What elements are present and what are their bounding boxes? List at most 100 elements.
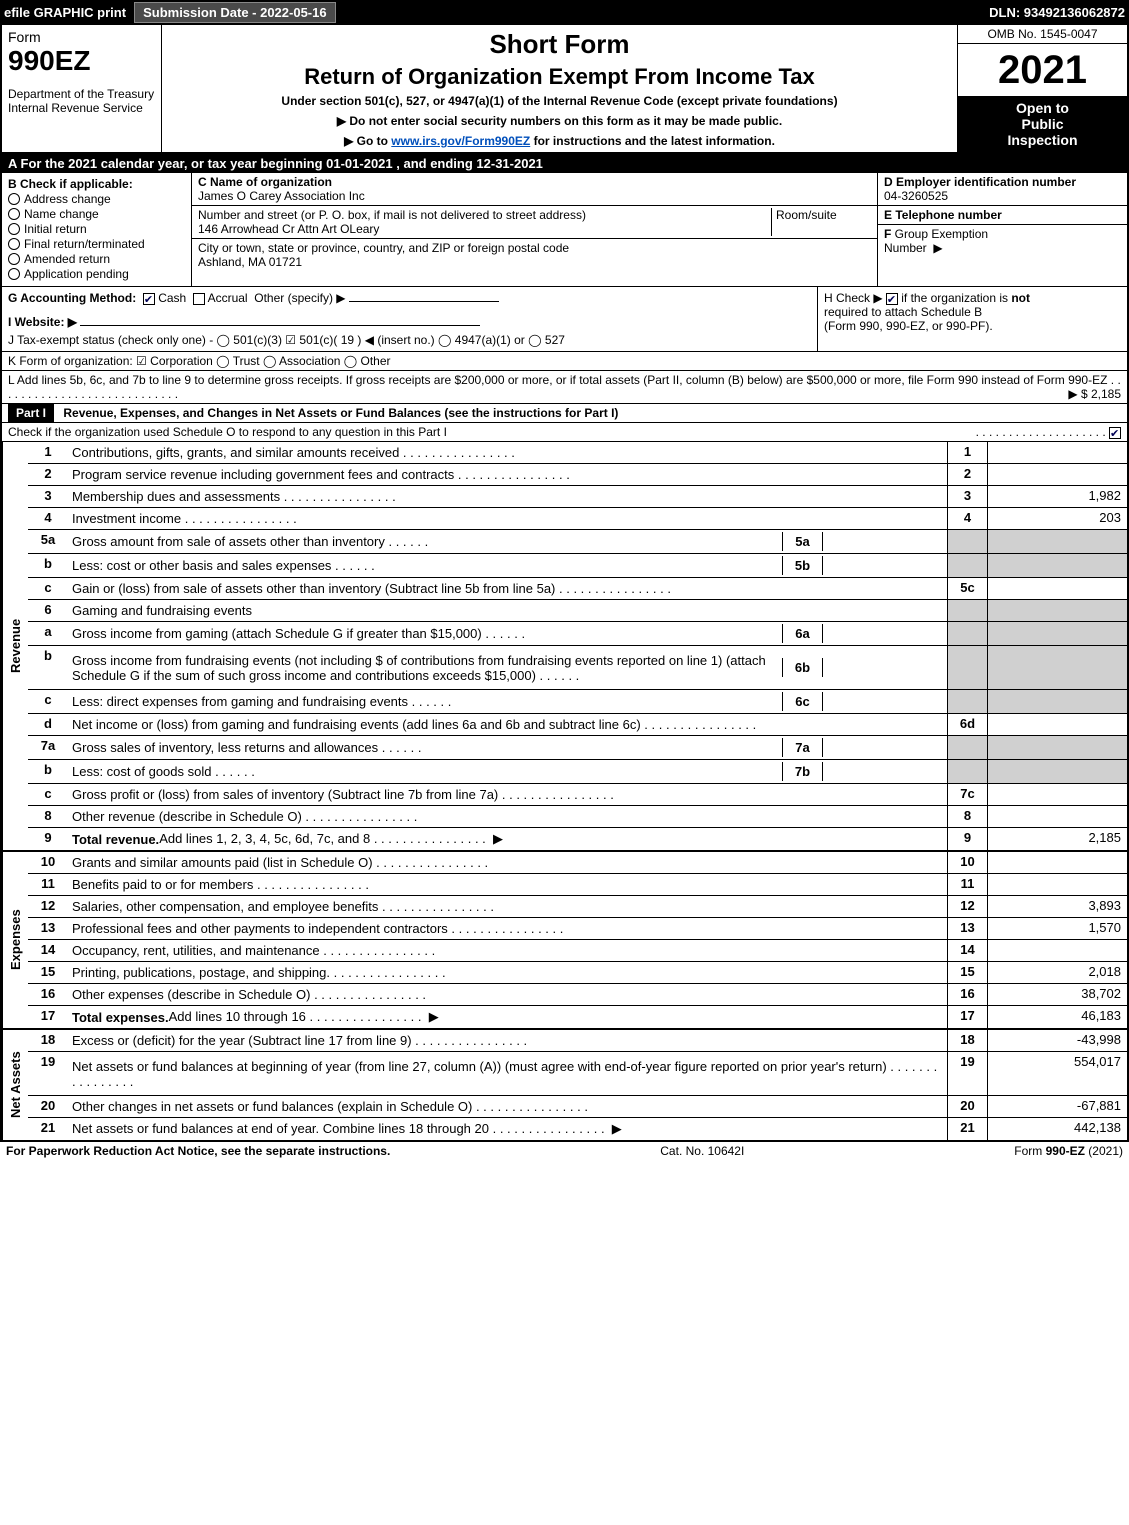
- ref-number: [947, 622, 987, 645]
- sub-line-value: [823, 624, 943, 643]
- section-b-title: B Check if applicable:: [8, 177, 185, 191]
- line-number: b: [28, 760, 68, 783]
- line-value: 1,982: [987, 486, 1127, 507]
- chk-schedule-o[interactable]: [1109, 427, 1121, 439]
- line-description: Net assets or fund balances at beginning…: [68, 1052, 947, 1095]
- line-value: 38,702: [987, 984, 1127, 1005]
- header-left-col: Form 990EZ Department of the Treasury In…: [2, 25, 162, 152]
- org-name: James O Carey Association Inc: [198, 189, 871, 203]
- sub-line-number: 6c: [783, 692, 823, 711]
- lbl-name-change: Name change: [24, 207, 99, 221]
- chk-application-pending[interactable]: [8, 268, 20, 280]
- section-b: B Check if applicable: Address change Na…: [2, 173, 192, 286]
- line-description: Less: cost of goods sold . . . . . .7b: [68, 760, 947, 783]
- table-row: 16Other expenses (describe in Schedule O…: [28, 984, 1127, 1006]
- chk-cash[interactable]: [143, 293, 155, 305]
- lbl-final-return: Final return/terminated: [24, 237, 145, 251]
- sub-line-value: [823, 738, 943, 757]
- other-specify-line: [349, 301, 499, 302]
- ref-number: [947, 646, 987, 689]
- footer-right-pre: Form: [1014, 1144, 1045, 1158]
- table-row: dNet income or (loss) from gaming and fu…: [28, 714, 1127, 736]
- line-description: Other changes in net assets or fund bala…: [68, 1096, 947, 1117]
- chk-name-change[interactable]: [8, 208, 20, 220]
- table-row: 4Investment income . . . . . . . . . . .…: [28, 508, 1127, 530]
- line-description: Investment income . . . . . . . . . . . …: [68, 508, 947, 529]
- table-row: bLess: cost of goods sold . . . . . .7b: [28, 760, 1127, 784]
- part1-header-row: Part I Revenue, Expenses, and Changes in…: [0, 404, 1129, 423]
- part1-check-text: Check if the organization used Schedule …: [8, 425, 447, 439]
- ssn-warning: ▶ Do not enter social security numbers o…: [170, 114, 949, 128]
- line-number: 13: [28, 918, 68, 939]
- table-row: 7aGross sales of inventory, less returns…: [28, 736, 1127, 760]
- ref-number: 5c: [947, 578, 987, 599]
- line-description: Gross income from fundraising events (no…: [68, 646, 947, 689]
- form-header: Form 990EZ Department of the Treasury In…: [0, 25, 1129, 154]
- table-row: 13Professional fees and other payments t…: [28, 918, 1127, 940]
- footer-right-post: (2021): [1085, 1144, 1123, 1158]
- section-def: D Employer identification number 04-3260…: [877, 173, 1127, 286]
- sub-line-number: 5b: [783, 556, 823, 575]
- ref-number: 4: [947, 508, 987, 529]
- chk-final-return[interactable]: [8, 238, 20, 250]
- irs-link[interactable]: www.irs.gov/Form990EZ: [391, 134, 530, 148]
- line-value: 2,018: [987, 962, 1127, 983]
- line-value: [987, 806, 1127, 827]
- short-form-title: Short Form: [170, 29, 949, 60]
- line-number: 7a: [28, 736, 68, 759]
- line-number: b: [28, 646, 68, 689]
- lbl-accrual: Accrual: [208, 291, 248, 305]
- line-number: 9: [28, 828, 68, 850]
- row-l-amount: ▶ $ 2,185: [1068, 387, 1121, 401]
- line-description: Professional fees and other payments to …: [68, 918, 947, 939]
- goto-pre: ▶ Go to: [344, 134, 391, 148]
- open-to-public-box: Open to Public Inspection: [958, 96, 1127, 152]
- chk-amended-return[interactable]: [8, 253, 20, 265]
- line-value: [987, 736, 1127, 759]
- line-description: Membership dues and assessments . . . . …: [68, 486, 947, 507]
- table-row: 20Other changes in net assets or fund ba…: [28, 1096, 1127, 1118]
- line-description: Grants and similar amounts paid (list in…: [68, 852, 947, 873]
- chk-accrual[interactable]: [193, 293, 205, 305]
- expenses-section: Expenses 10Grants and similar amounts pa…: [0, 852, 1129, 1030]
- line-value: [987, 760, 1127, 783]
- table-row: 10Grants and similar amounts paid (list …: [28, 852, 1127, 874]
- line-value: 554,017: [987, 1052, 1127, 1095]
- ref-number: 17: [947, 1006, 987, 1028]
- lbl-initial-return: Initial return: [24, 222, 87, 236]
- line-value: 2,185: [987, 828, 1127, 850]
- footer-mid: Cat. No. 10642I: [660, 1144, 744, 1158]
- lbl-other: Other (specify) ▶: [254, 291, 345, 305]
- h-not: not: [1011, 291, 1030, 305]
- table-row: 2Program service revenue including gover…: [28, 464, 1127, 486]
- ref-number: [947, 736, 987, 759]
- line-description: Total revenue. Add lines 1, 2, 3, 4, 5c,…: [68, 828, 947, 850]
- line-value: [987, 464, 1127, 485]
- line-number: b: [28, 554, 68, 577]
- line-number: a: [28, 622, 68, 645]
- line-number: c: [28, 784, 68, 805]
- line-value: 1,570: [987, 918, 1127, 939]
- line-number: 11: [28, 874, 68, 895]
- line-value: 3,893: [987, 896, 1127, 917]
- line-number: c: [28, 578, 68, 599]
- ref-number: 11: [947, 874, 987, 895]
- line-description: Less: direct expenses from gaming and fu…: [68, 690, 947, 713]
- chk-h[interactable]: [886, 293, 898, 305]
- line-description: Printing, publications, postage, and shi…: [68, 962, 947, 983]
- chk-address-change[interactable]: [8, 193, 20, 205]
- ref-number: 21: [947, 1118, 987, 1140]
- h-text2: if the organization is: [901, 291, 1008, 305]
- table-row: 5aGross amount from sale of assets other…: [28, 530, 1127, 554]
- dln-number: DLN: 93492136062872: [989, 5, 1125, 20]
- line-value: [987, 622, 1127, 645]
- website-line: [80, 325, 480, 326]
- line-number: 5a: [28, 530, 68, 553]
- sub-line-value: [823, 532, 943, 551]
- org-street: 146 Arrowhead Cr Attn Art OLeary: [198, 222, 771, 236]
- table-row: aGross income from gaming (attach Schedu…: [28, 622, 1127, 646]
- line-value: 46,183: [987, 1006, 1127, 1028]
- chk-initial-return[interactable]: [8, 223, 20, 235]
- table-row: 14Occupancy, rent, utilities, and mainte…: [28, 940, 1127, 962]
- line-number: 3: [28, 486, 68, 507]
